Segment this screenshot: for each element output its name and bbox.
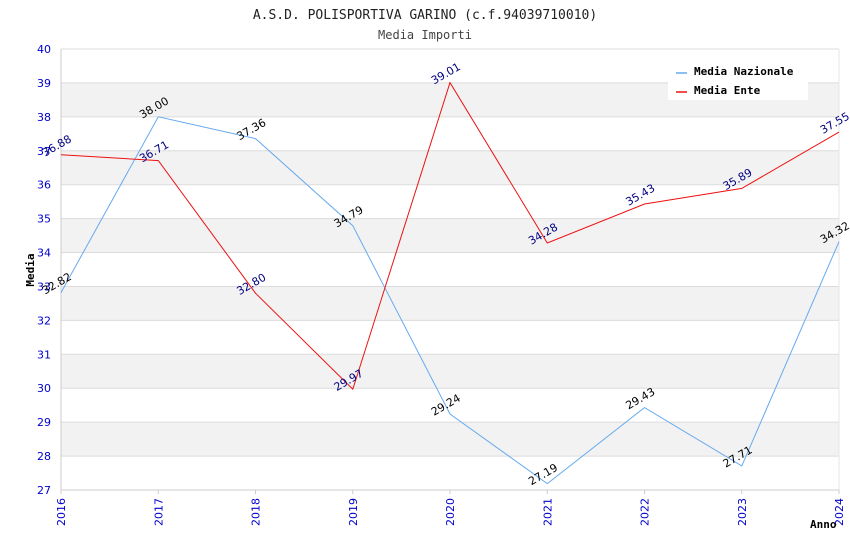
- legend-label-media-nazionale: Media Nazionale: [694, 65, 794, 78]
- axes: [60, 49, 840, 494]
- series-line-media-nazionale: [60, 116, 840, 485]
- y-tick-labels: 27 28 29 30 31 32 33 34 35 36 37 38 39 40: [37, 43, 51, 497]
- y-tick-label: 38: [37, 111, 51, 124]
- y-tick-label: 28: [37, 450, 51, 463]
- y-tick-label: 33: [37, 280, 51, 293]
- y-tick-label: 30: [37, 382, 51, 395]
- x-tick-label: 2023: [736, 498, 749, 526]
- x-tick-label: 2016: [55, 498, 68, 526]
- legend: Media Nazionale Media Ente: [668, 60, 808, 100]
- y-tick-label: 35: [37, 213, 51, 226]
- y-tick-label: 37: [37, 145, 51, 158]
- y-tick-label: 31: [37, 348, 51, 361]
- data-label-media-nazionale: 27.19: [526, 461, 560, 488]
- x-tick-label: 2018: [250, 498, 263, 526]
- y-tick-label: 34: [37, 247, 51, 260]
- data-label-media-nazionale: 29.24: [429, 392, 463, 419]
- data-label-media-nazionale: 37.36: [235, 116, 269, 143]
- x-tick-label: 2019: [347, 498, 360, 526]
- x-tick-label: 2017: [152, 498, 165, 526]
- series-lines: [60, 81, 840, 485]
- y-tick-label: 36: [37, 179, 51, 192]
- y-tick-label: 32: [37, 314, 51, 327]
- data-label-media-ente: 35.43: [624, 182, 658, 209]
- y-tick-label: 27: [37, 484, 51, 497]
- x-tick-label: 2020: [444, 498, 457, 526]
- y-axis-title: Media: [24, 253, 37, 286]
- x-tick-labels: 2016 2017 2018 2019 2020 2021 2022 2023 2024: [55, 498, 846, 526]
- legend-label-media-ente: Media Ente: [694, 84, 761, 97]
- grid-band: [61, 286, 839, 321]
- grid-band: [61, 422, 839, 457]
- x-axis-title: Anno: [810, 518, 837, 531]
- chart-subtitle: Media Importi: [378, 28, 472, 42]
- data-label-media-nazionale: 29.43: [624, 385, 658, 412]
- grid-band: [61, 354, 839, 389]
- y-tick-label: 39: [37, 77, 51, 90]
- grid-band: [61, 218, 839, 253]
- x-tick-label: 2024: [833, 498, 846, 526]
- y-tick-label: 29: [37, 416, 51, 429]
- y-tick-label: 40: [37, 43, 51, 56]
- legend-background: [668, 60, 808, 100]
- grid-band: [61, 150, 839, 185]
- series-line-media-ente: [60, 81, 840, 391]
- x-tick-label: 2022: [639, 498, 652, 526]
- x-tick-label: 2021: [541, 498, 554, 526]
- chart-title: A.S.D. POLISPORTIVA GARINO (c.f.94039710…: [253, 8, 597, 23]
